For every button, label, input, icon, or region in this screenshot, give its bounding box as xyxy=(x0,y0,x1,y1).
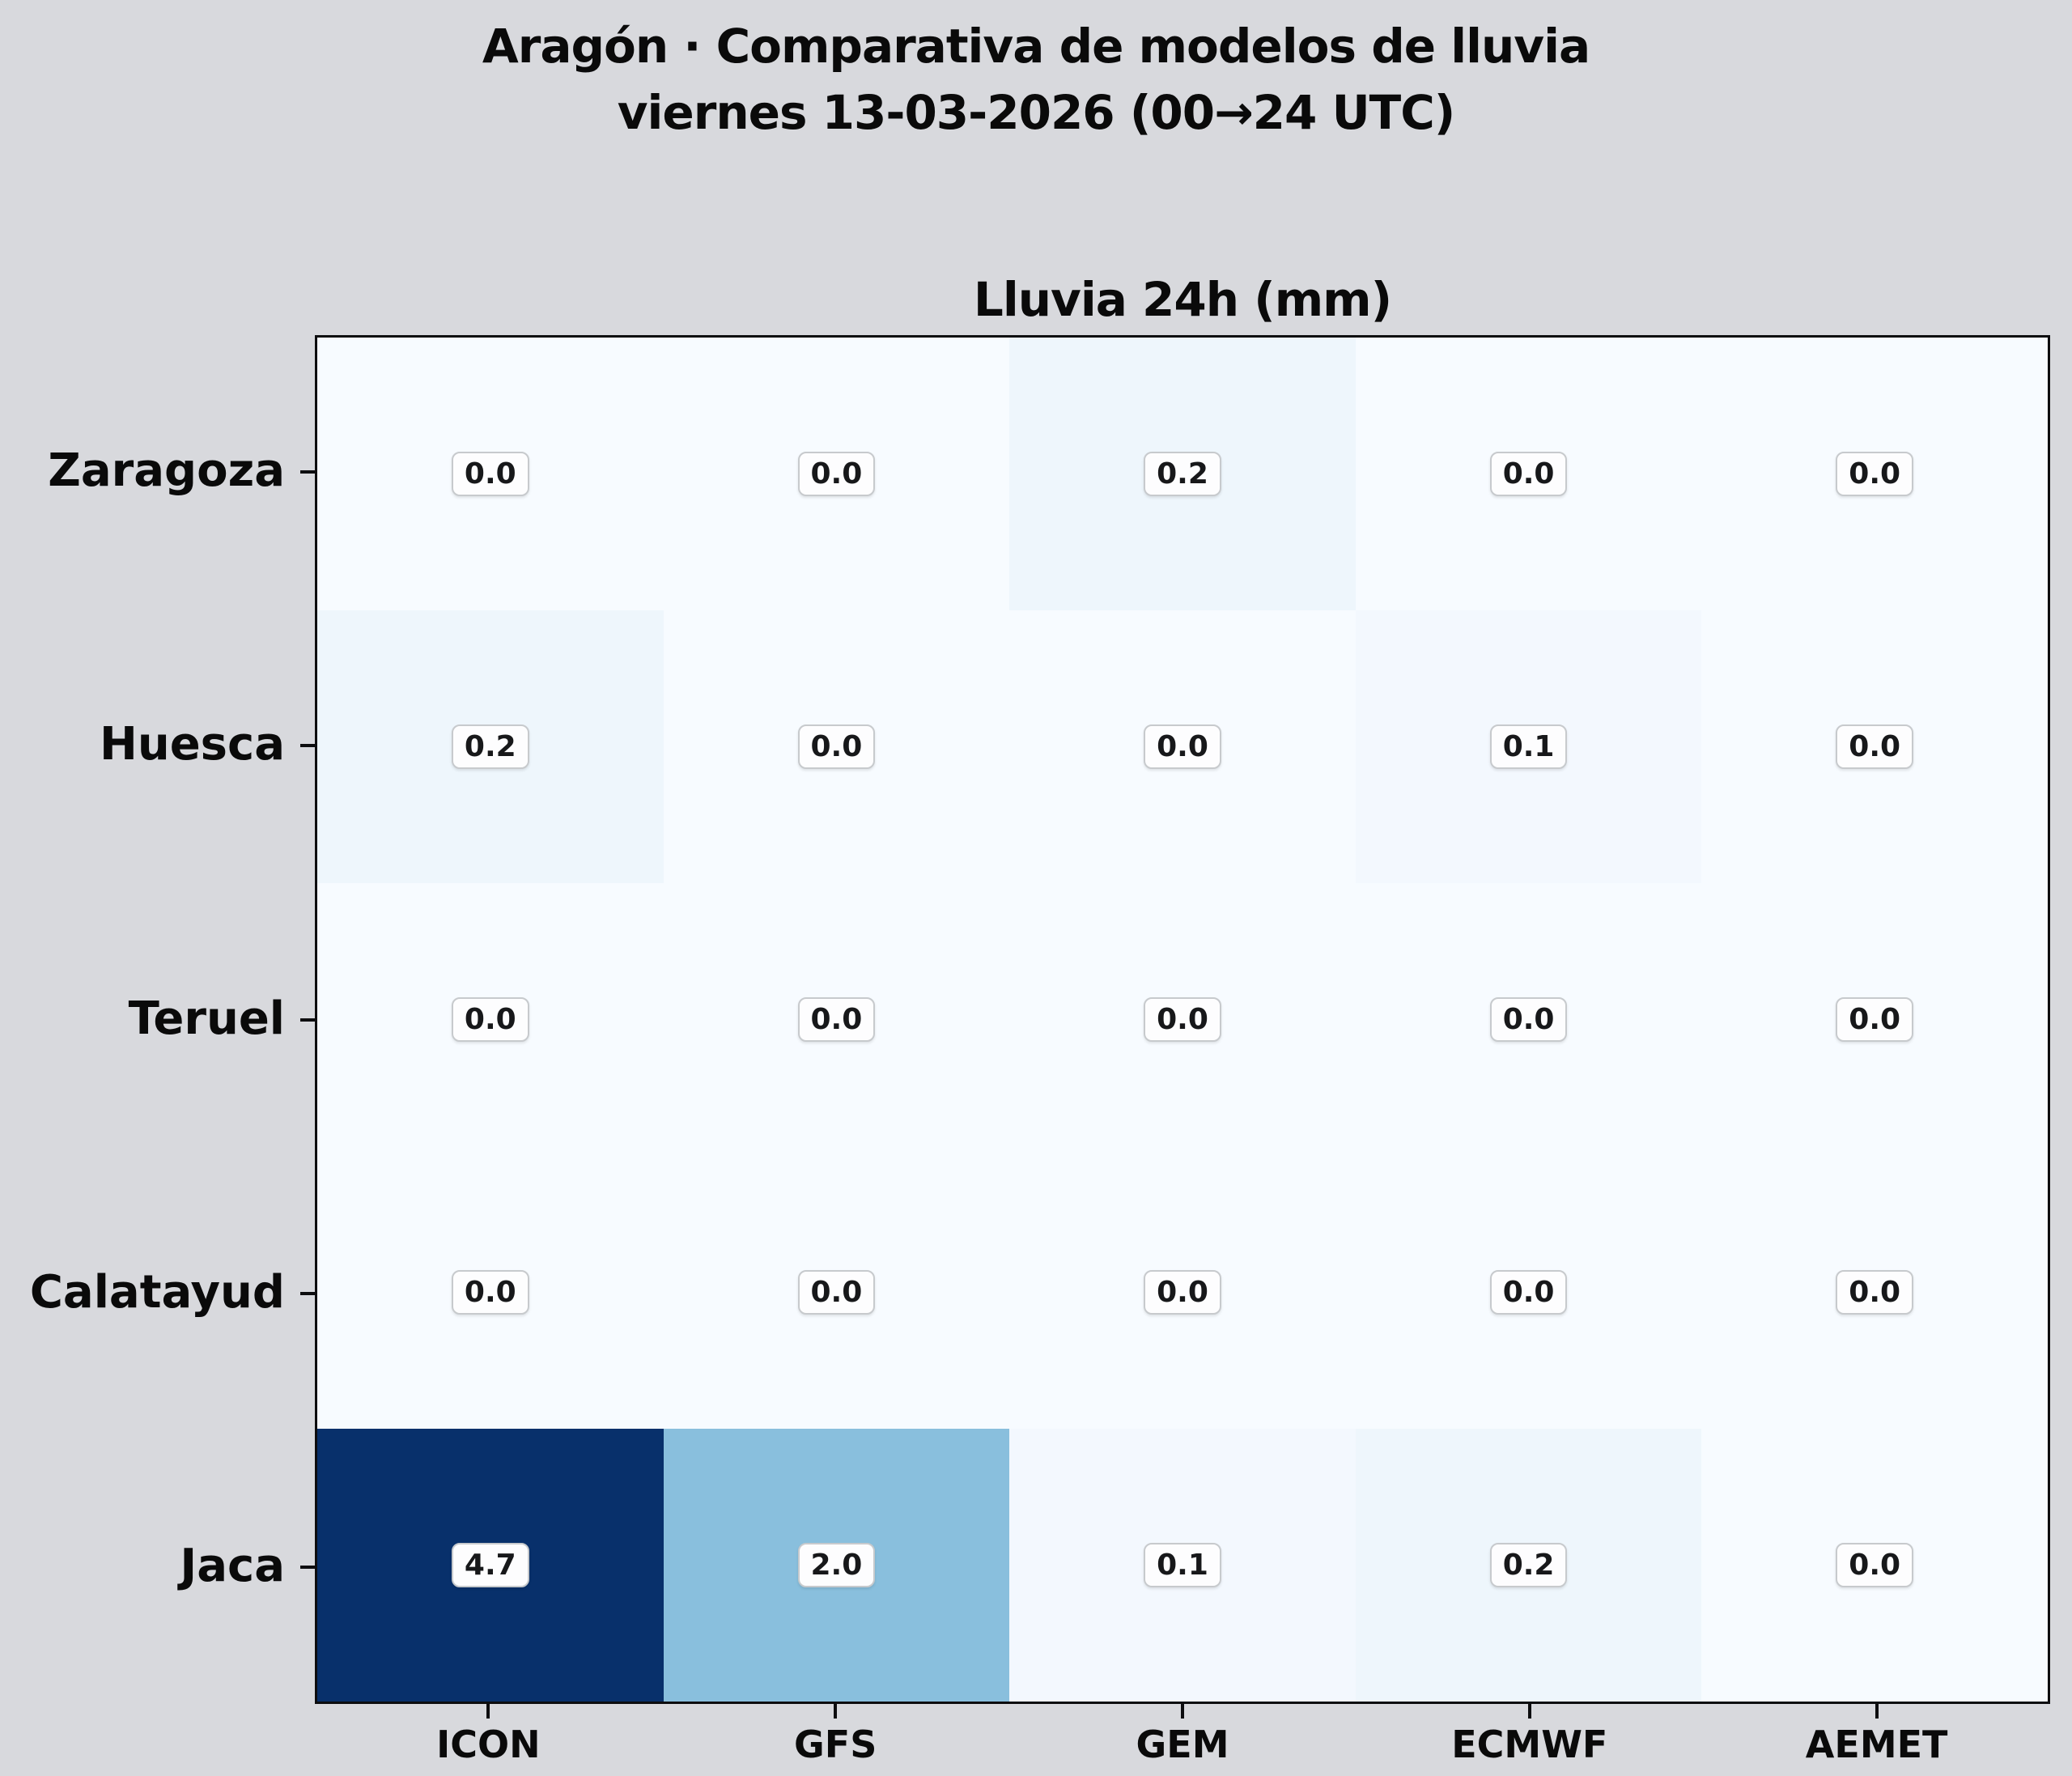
x-tick-mark xyxy=(486,1704,490,1719)
cell-value-label: 0.0 xyxy=(1489,996,1568,1043)
heatmap-cell-calatayud-ecmwf: 0.0 xyxy=(1355,1156,1702,1429)
heatmap-cell-calatayud-icon: 0.0 xyxy=(317,1156,664,1429)
heatmap-cell-teruel-ecmwf: 0.0 xyxy=(1355,883,1702,1156)
cell-value-label: 0.0 xyxy=(1144,996,1221,1043)
cell-value-label: 0.0 xyxy=(797,724,876,770)
heatmap-cell-zaragoza-aemet: 0.0 xyxy=(1701,338,2048,610)
heatmap-cell-huesca-gfs: 0.0 xyxy=(663,610,1010,883)
heatmap-cell-calatayud-gfs: 0.0 xyxy=(663,1156,1010,1429)
heatmap-cell-huesca-gem: 0.0 xyxy=(1009,610,1356,883)
y-tick-mark xyxy=(300,1018,315,1022)
figure-title-line1: Aragón · Comparativa de modelos de lluvi… xyxy=(482,19,1590,74)
cell-value-label: 0.0 xyxy=(1489,1269,1568,1315)
heatmap-cell-huesca-icon: 0.2 xyxy=(317,610,664,883)
cell-value-label: 0.0 xyxy=(1836,1542,1914,1588)
cell-value-label: 0.0 xyxy=(1836,1269,1914,1315)
heatmap-cell-zaragoza-gem: 0.2 xyxy=(1009,338,1356,610)
heatmap-cell-jaca-gem: 0.1 xyxy=(1009,1429,1356,1702)
cell-value-label: 0.2 xyxy=(1144,451,1221,497)
cell-value-label: 0.0 xyxy=(797,996,876,1043)
heatmap-cell-jaca-aemet: 0.0 xyxy=(1701,1429,2048,1702)
y-tick-mark xyxy=(300,1291,315,1295)
figure-title: Aragón · Comparativa de modelos de lluvi… xyxy=(0,13,2072,147)
cell-value-label: 0.0 xyxy=(451,996,529,1043)
cell-value-label: 0.1 xyxy=(1489,724,1568,770)
heatmap-cell-jaca-gfs: 2.0 xyxy=(663,1429,1010,1702)
heatmap-cell-zaragoza-ecmwf: 0.0 xyxy=(1355,338,1702,610)
cell-value-label: 0.0 xyxy=(797,1269,876,1315)
y-tick-label-huesca: Huesca xyxy=(99,718,285,771)
y-tick-mark xyxy=(300,744,315,748)
y-tick-label-teruel: Teruel xyxy=(128,992,285,1045)
heatmap-cell-teruel-gfs: 0.0 xyxy=(663,883,1010,1156)
cell-value-label: 0.0 xyxy=(451,1269,529,1315)
heatmap-plot: 0.0 0.0 0.2 0.0 0.0 0.2 0.0 0.0 0.1 0.0 0.0 0.0 0.0 0… xyxy=(315,335,2050,1704)
y-tick-mark xyxy=(300,470,315,474)
x-tick-label-aemet: AEMET xyxy=(1805,1723,1948,1766)
axes-title: Lluvia 24h (mm) xyxy=(973,272,1392,327)
cell-value-label: 0.0 xyxy=(1144,724,1221,770)
x-tick-label-gfs: GFS xyxy=(794,1723,877,1766)
cell-value-label: 0.0 xyxy=(451,451,529,497)
x-tick-mark xyxy=(1875,1704,1879,1719)
heatmap-cell-teruel-gem: 0.0 xyxy=(1009,883,1356,1156)
y-tick-mark xyxy=(300,1565,315,1569)
x-tick-mark xyxy=(1181,1704,1184,1719)
cell-value-label: 0.0 xyxy=(1489,451,1568,497)
heatmap-cell-calatayud-gem: 0.0 xyxy=(1009,1156,1356,1429)
heatmap-cell-zaragoza-icon: 0.0 xyxy=(317,338,664,610)
heatmap-cell-teruel-icon: 0.0 xyxy=(317,883,664,1156)
y-tick-label-calatayud: Calatayud xyxy=(29,1265,285,1319)
cell-value-label: 4.7 xyxy=(451,1542,529,1588)
cell-value-label: 0.0 xyxy=(1836,451,1914,497)
x-tick-mark xyxy=(834,1704,838,1719)
cell-value-label: 0.1 xyxy=(1144,1542,1221,1588)
x-tick-label-icon: ICON xyxy=(436,1723,541,1766)
heatmap-cell-jaca-icon: 4.7 xyxy=(317,1429,664,1702)
cell-value-label: 0.2 xyxy=(1489,1542,1568,1588)
x-tick-label-ecmwf: ECMWF xyxy=(1451,1723,1608,1766)
heatmap-cell-teruel-aemet: 0.0 xyxy=(1701,883,2048,1156)
cell-value-label: 0.0 xyxy=(1144,1269,1221,1315)
cell-value-label: 0.0 xyxy=(1836,724,1914,770)
heatmap-cell-zaragoza-gfs: 0.0 xyxy=(663,338,1010,610)
heatmap-cell-calatayud-aemet: 0.0 xyxy=(1701,1156,2048,1429)
y-tick-label-zaragoza: Zaragoza xyxy=(48,444,285,498)
heatmap-cell-huesca-aemet: 0.0 xyxy=(1701,610,2048,883)
heatmap-cell-huesca-ecmwf: 0.1 xyxy=(1355,610,1702,883)
figure-title-line2: viernes 13-03-2026 (00→24 UTC) xyxy=(617,85,1456,141)
x-tick-label-gem: GEM xyxy=(1136,1723,1229,1766)
y-tick-label-jaca: Jaca xyxy=(180,1540,285,1593)
cell-value-label: 2.0 xyxy=(797,1542,876,1588)
x-tick-mark xyxy=(1527,1704,1531,1719)
cell-value-label: 0.2 xyxy=(451,724,529,770)
cell-value-label: 0.0 xyxy=(1836,996,1914,1043)
heatmap-cell-jaca-ecmwf: 0.2 xyxy=(1355,1429,1702,1702)
cell-value-label: 0.0 xyxy=(797,451,876,497)
